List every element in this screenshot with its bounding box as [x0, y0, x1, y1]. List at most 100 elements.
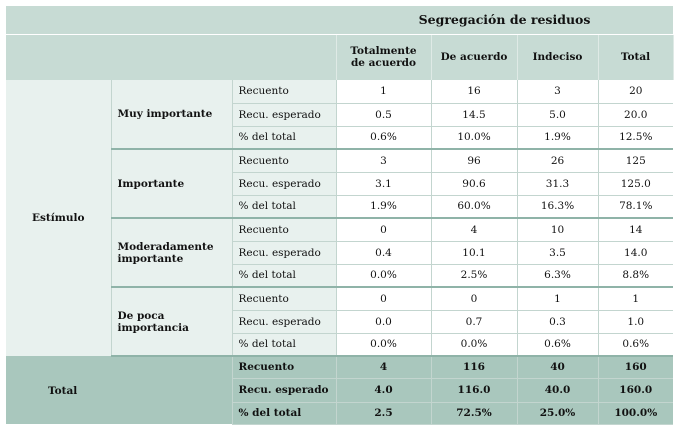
statistic-label: % del total	[232, 195, 337, 219]
statistic-label: % del total	[232, 402, 337, 425]
table-cell: 40.0	[517, 378, 599, 403]
table-cell: 3	[336, 149, 432, 173]
table-cell: 78.1%	[598, 195, 673, 219]
table-cell: 0.0%	[336, 264, 432, 288]
table-cell: 40	[517, 356, 599, 379]
table-cell: 0.6%	[517, 333, 599, 357]
column-header: Totalmente de acuerdo	[336, 34, 432, 80]
table-cell: 72.5%	[431, 402, 518, 425]
table-cell: 60.0%	[431, 195, 518, 219]
table-cell: 160	[598, 356, 673, 379]
category-label: Importante	[111, 149, 233, 219]
column-header: De acuerdo	[431, 34, 518, 80]
table-cell: 5.0	[517, 103, 599, 127]
table-row: Recu. esperado 0.4 10.1 3.5 14.0	[6, 241, 673, 265]
table-cell: 116.0	[431, 378, 518, 403]
table-cell: 1	[336, 80, 432, 104]
table-cell: 31.3	[517, 172, 599, 196]
column-header-row: Totalmente de acuerdo De acuerdo Indecis…	[6, 34, 674, 80]
table-cell: 14	[598, 218, 673, 242]
total-label: Total	[6, 356, 233, 424]
table-cell: 20	[598, 80, 673, 104]
table-cell: 2.5%	[431, 264, 518, 288]
statistic-label: Recuento	[232, 356, 337, 379]
table-row: Estímulo Muy importante Recuento 1 16 3 20	[6, 80, 673, 356]
table-cell: 0.6%	[598, 333, 673, 357]
statistic-label: Recuento	[232, 149, 337, 173]
table-cell: 0.0%	[431, 333, 518, 357]
table-row: % del total 0.6% 10.0% 1.9% 12.5%	[6, 126, 673, 150]
table-cell: 0	[336, 287, 432, 311]
table-cell: 0.4	[336, 241, 432, 265]
table-cell: 4.0	[336, 378, 432, 403]
table-row: % del total 1.9% 60.0% 16.3% 78.1%	[6, 195, 673, 219]
table-row: % del total 0.0% 0.0% 0.6% 0.6%	[6, 333, 673, 357]
statistic-label: Recu. esperado	[232, 172, 337, 196]
table-cell: 10.0%	[431, 126, 518, 150]
table-cell: 90.6	[431, 172, 518, 196]
table-row: Moderadamente importante Recuento 0 4 10 14	[6, 218, 673, 288]
table-cell: 4	[431, 218, 518, 242]
table-cell: 3.1	[336, 172, 432, 196]
table-cell: 0	[336, 218, 432, 242]
table-cell: 1	[598, 287, 673, 311]
table-cell: 100.0%	[598, 402, 673, 425]
statistic-label: % del total	[232, 333, 337, 357]
table-row: Importante Recuento 3 96 26 125	[6, 149, 673, 219]
table-cell: 0.3	[517, 310, 599, 334]
statistic-label: Recuento	[232, 80, 337, 104]
table-cell: 160.0	[598, 378, 673, 403]
total-row: Total Recuento 4 116 40 160	[6, 356, 673, 424]
statistic-label: Recu. esperado	[232, 310, 337, 334]
table-cell: 8.8%	[598, 264, 673, 288]
table-cell: 10.1	[431, 241, 518, 265]
table-cell: 3	[517, 80, 599, 104]
table-cell: 1.9%	[336, 195, 432, 219]
column-header: Indeciso	[517, 34, 599, 80]
column-header-blank	[6, 34, 337, 80]
table-cell: 1	[517, 287, 599, 311]
table-cell: 3.5	[517, 241, 599, 265]
table-cell: 0.5	[336, 103, 432, 127]
table-cell: 16.3%	[517, 195, 599, 219]
table-row: Recu. esperado 0.0 0.7 0.3 1.0	[6, 310, 673, 334]
column-header: Total	[598, 34, 674, 80]
category-label: Muy importante	[111, 80, 233, 150]
table-cell: 0	[431, 287, 518, 311]
table-row: Recu. esperado 3.1 90.6 31.3 125.0	[6, 172, 673, 196]
table-row: De poca importancia Recuento 0 0 1 1	[6, 287, 673, 357]
table-cell: 96	[431, 149, 518, 173]
table-cell: 0.0%	[336, 333, 432, 357]
table-cell: 2.5	[336, 402, 432, 425]
table-cell: 14.0	[598, 241, 673, 265]
table-row: Recu. esperado 0.5 14.5 5.0 20.0	[6, 103, 673, 127]
crosstab-table: Segregación de residuos Totalmente de ac…	[6, 6, 674, 425]
table-cell: 4	[336, 356, 432, 379]
row-stub-label: Estímulo	[6, 80, 112, 356]
category-label: De poca importancia	[111, 287, 233, 357]
header-blank-cell	[6, 6, 336, 35]
total-row: Recu. esperado 4.0 116.0 40.0 160.0	[6, 378, 673, 403]
table-cell: 125	[598, 149, 673, 173]
statistic-label: % del total	[232, 264, 337, 288]
statistic-label: Recu. esperado	[232, 378, 337, 403]
table-cell: 1.0	[598, 310, 673, 334]
statistic-label: % del total	[232, 126, 337, 150]
table-cell: 125.0	[598, 172, 673, 196]
table-cell: 116	[431, 356, 518, 379]
table-cell: 16	[431, 80, 518, 104]
statistic-label: Recuento	[232, 287, 337, 311]
table-row: % del total 0.0% 2.5% 6.3% 8.8%	[6, 264, 673, 288]
statistic-label: Recu. esperado	[232, 103, 337, 127]
total-row: % del total 2.5 72.5% 25.0% 100.0%	[6, 402, 673, 425]
table-cell: 20.0	[598, 103, 673, 127]
table-cell: 14.5	[431, 103, 518, 127]
table-cell: 0.7	[431, 310, 518, 334]
statistic-label: Recuento	[232, 218, 337, 242]
table-cell: 0.0	[336, 310, 432, 334]
table-cell: 26	[517, 149, 599, 173]
table-cell: 6.3%	[517, 264, 599, 288]
header-band-row: Segregación de residuos	[6, 6, 673, 35]
group-header: Segregación de residuos	[336, 6, 673, 35]
statistic-label: Recu. esperado	[232, 241, 337, 265]
